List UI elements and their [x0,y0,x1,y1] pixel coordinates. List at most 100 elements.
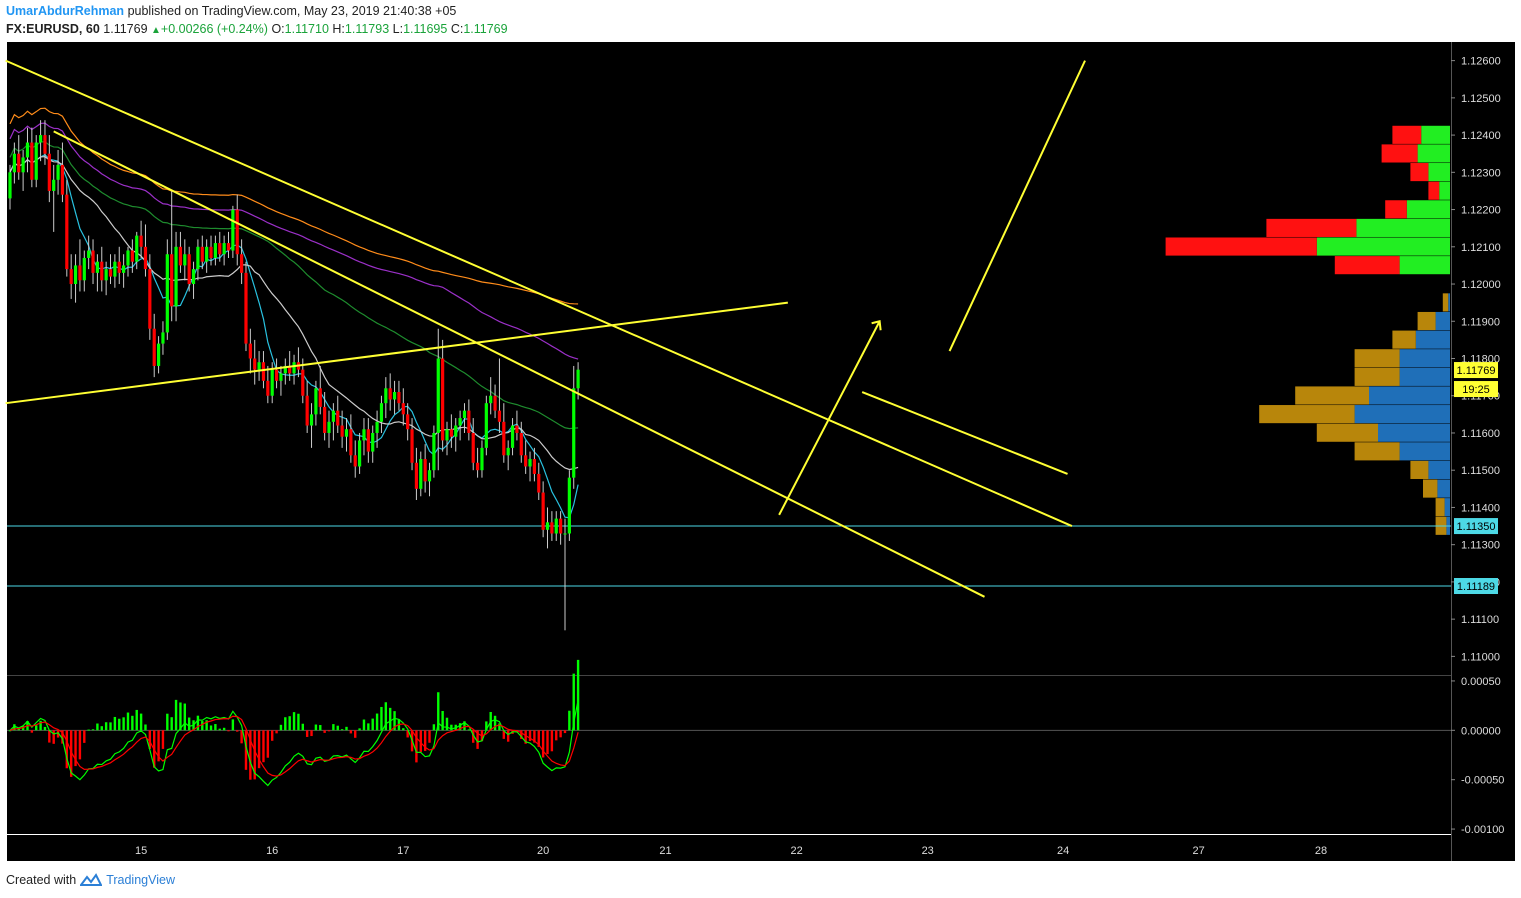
candle-body [253,358,257,370]
vp-sell-bar [1392,125,1422,144]
candle-body [371,432,375,452]
candle-body [165,254,169,333]
macd-histogram-bar [450,724,453,731]
author-link[interactable]: UmarAbdurRehman [6,4,125,18]
time-tick-label: 27 [1193,845,1205,857]
macd-histogram-bar [388,707,392,731]
candle-body [480,447,484,471]
macd-tick-label: 0.00050 [1461,676,1501,688]
candle-body [113,261,117,277]
candle-body [95,261,99,273]
candle-body [449,429,453,437]
candle-body [283,365,287,374]
macd-histogram-bar [358,728,361,731]
macd-histogram-bar [419,730,422,752]
macd-histogram-bar [122,717,125,731]
candle-body [191,269,196,285]
macd-histogram-bar [441,710,444,731]
macd-pane [7,676,1451,834]
vp-blue-bar [1354,405,1450,424]
macd-histogram-bar [428,730,431,743]
candle-body [73,265,78,285]
candle-body [327,421,331,433]
candle-body [148,269,152,329]
candle-body [572,388,576,478]
vp-buy-bar [1356,218,1450,237]
macd-histogram-bar [437,692,440,731]
candle-body [537,473,541,493]
macd-histogram-bar [458,723,462,731]
macd-histogram-bar [323,730,326,733]
macd-histogram-bar [214,724,217,731]
time-tick-label: 20 [537,845,549,857]
candle-body [21,157,25,173]
candle-body [30,142,34,180]
macd-histogram-bar [187,717,191,731]
candle-body [156,343,161,366]
macd-histogram-bar [288,716,291,731]
macd-histogram-bar [493,715,497,731]
arrow-head [871,320,882,331]
candle-body [174,246,178,307]
time-tick-label: 28 [1315,845,1327,857]
candle-body [122,265,126,273]
candle-body [108,269,113,277]
vp-blue-bar [1428,460,1450,480]
macd-histogram-bar [148,730,152,749]
price-pane [7,42,1451,675]
macd-histogram-bar [476,730,479,749]
candle-body [528,459,532,467]
macd-histogram-bar [170,717,173,731]
macd-histogram-bar [205,720,208,731]
candle-body [257,362,261,370]
time-tick-label: 16 [266,845,278,857]
macd-histogram-bar [61,730,64,744]
candle-body [226,243,231,251]
macd-histogram-bar [113,716,117,731]
vp-gold-bar [1410,460,1429,480]
candle-body [419,459,423,489]
vp-sell-bar [1428,181,1440,200]
candle-body [406,414,410,430]
macd-histogram-bar [78,730,82,760]
candle-body [506,447,510,456]
macd-histogram-bar [340,729,344,731]
candle-body [340,425,344,437]
ma-very-long-line [9,107,579,305]
price-tick-label: 1.11000 [1461,651,1500,663]
signal-line [9,715,579,777]
candle-body [388,388,392,400]
vp-blue-bar [1399,367,1450,386]
candle-body [427,470,432,482]
candle-body [458,418,462,426]
ma-slow-line [9,141,579,430]
close-label: C: [450,22,464,36]
footer-brand[interactable]: TradingView [106,873,175,887]
macd-histogram-bar [406,730,409,738]
vp-gold-bar [1316,423,1378,442]
macd-histogram-bar [69,730,73,777]
macd-histogram-bar [118,718,121,731]
price-tick-label: 1.11900 [1461,316,1500,328]
candle-body [152,328,156,366]
macd-histogram-bar [253,730,256,780]
macd-tick-label: -0.00050 [1461,775,1504,787]
candle-body [309,414,314,426]
price-tick-label: 1.11300 [1461,540,1500,552]
macd-histogram-bar [48,730,51,743]
candle-body [515,425,519,433]
price-change: +0.00266 (+0.24%) [160,22,268,36]
candle-body [554,518,558,534]
macd-histogram-bar [244,730,248,770]
candle-body [117,261,121,273]
support2-label-bg [1454,578,1498,595]
macd-histogram-bar [402,728,405,731]
tradingview-logo-icon[interactable] [80,873,103,887]
candle-body [484,403,488,448]
time-tick-label: 21 [659,845,671,857]
macd-histogram-bar [485,721,488,731]
candle-body [353,455,357,467]
macd-histogram-bar [183,703,186,731]
macd-histogram-bar [279,724,283,731]
